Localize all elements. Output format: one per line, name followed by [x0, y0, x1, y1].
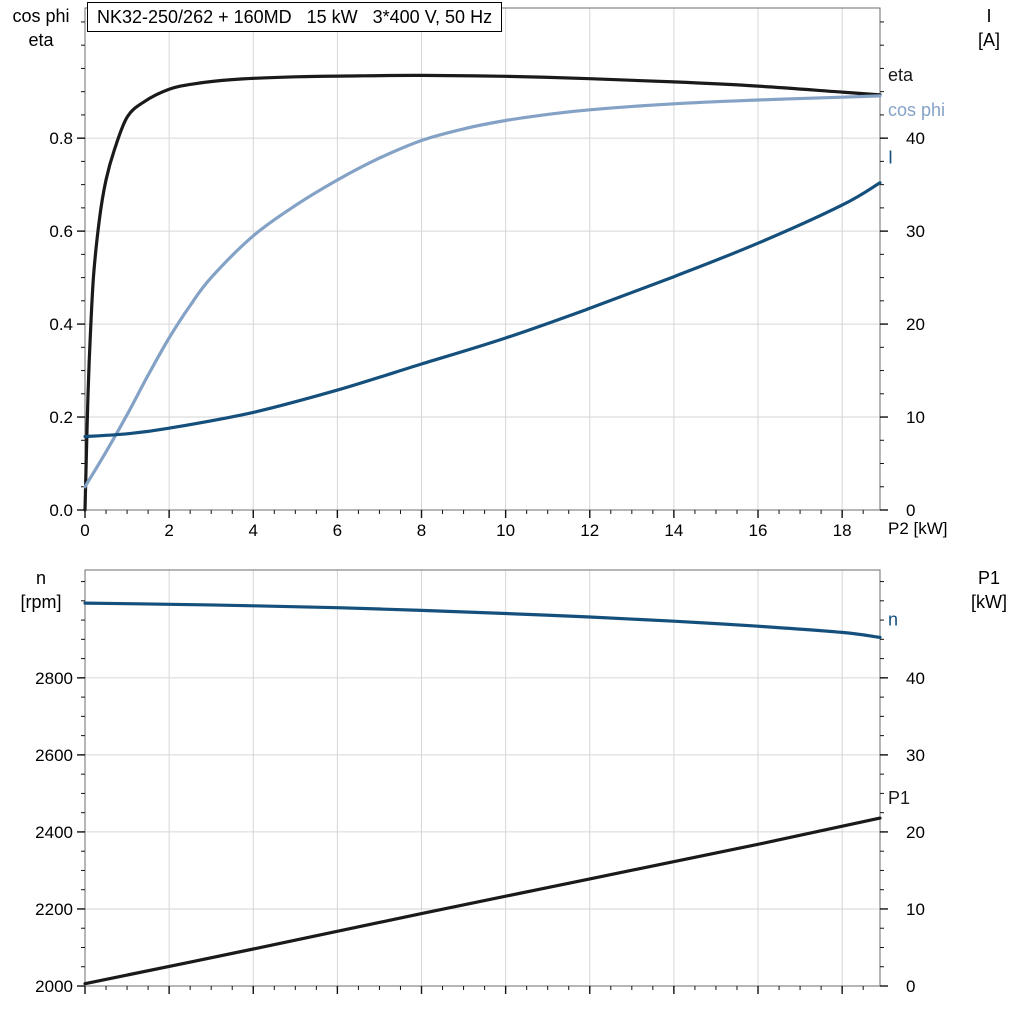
right-axis-tick-label: 40 [906, 129, 925, 148]
top-right-axis-title: I [A] [960, 4, 1018, 52]
curve-label-I: I [888, 148, 893, 168]
left-axis-tick-label: 0.4 [49, 315, 73, 334]
curve-eta [83, 73, 882, 512]
x-axis-tick-label: 18 [833, 521, 852, 540]
right-axis-tick-label: 10 [906, 408, 925, 427]
curve-P1 [83, 816, 882, 986]
top-left-axis-title: cos phi eta [0, 4, 82, 52]
curve-label-eta: eta [888, 65, 914, 85]
speed-axis-title-line1: n [35, 568, 46, 588]
x-axis-tick-label: 4 [249, 521, 258, 540]
curve-cos-phi [83, 94, 882, 489]
left-axis-tick-label: 2000 [35, 977, 73, 996]
left-axis-tick-label: 2400 [35, 823, 73, 842]
left-axis-tick-label: 2200 [35, 900, 73, 919]
curve-I [83, 181, 882, 439]
x-axis-tick-label: 8 [417, 521, 426, 540]
curve-label-n: n [888, 610, 898, 630]
right-axis-tick-label: 10 [906, 900, 925, 919]
left-axis-title-line1: cos phi [12, 6, 70, 26]
right-axis-tick-label: 20 [906, 315, 925, 334]
x-axis-tick-label: 2 [164, 521, 173, 540]
left-axis-tick-label: 0.0 [49, 501, 73, 520]
right-axis-tick-label: 30 [906, 746, 925, 765]
plot-frame [84, 569, 881, 987]
curve-label-P1: P1 [888, 788, 910, 808]
left-axis-tick-label: 0.2 [49, 408, 73, 427]
right-axis-title-line2: [A] [977, 30, 1000, 50]
right-axis-tick-label: 0 [906, 501, 915, 520]
left-axis-tick-label: 0.8 [49, 129, 73, 148]
power-axis-title-line1: P1 [977, 568, 1001, 588]
left-axis-tick-label: 2600 [35, 746, 73, 765]
curve-label-cos-phi: cos phi [888, 100, 945, 120]
right-axis-tick-label: 30 [906, 222, 925, 241]
x-axis-tick-label: 0 [80, 521, 89, 540]
right-axis-tick-label: 40 [906, 669, 925, 688]
bottom-right-axis-title: P1 [kW] [960, 566, 1018, 614]
x-axis-tick-label: 14 [664, 521, 683, 540]
left-axis-tick-label: 0.6 [49, 222, 73, 241]
left-axis-title-line2: eta [28, 30, 54, 50]
x-axis-tick-label: 12 [580, 521, 599, 540]
x-axis-tick-label: 10 [496, 521, 515, 540]
curve-n [83, 601, 882, 639]
bottom-left-axis-title: n [rpm] [0, 566, 82, 614]
left-axis-tick-label: 2800 [35, 669, 73, 688]
right-axis-title-line1: I [986, 6, 992, 26]
x-axis-tick-label: 16 [749, 521, 768, 540]
chart-title: NK32-250/262 + 160MD 15 kW 3*400 V, 50 H… [87, 2, 503, 32]
x-axis-tick-label: 6 [333, 521, 342, 540]
speed-axis-title-line2: [rpm] [20, 592, 62, 612]
power-axis-title-line2: [kW] [971, 592, 1007, 612]
right-axis-tick-label: 20 [906, 823, 925, 842]
x-axis-title: P2 [kW] [888, 519, 948, 538]
right-axis-tick-label: 0 [906, 977, 915, 996]
